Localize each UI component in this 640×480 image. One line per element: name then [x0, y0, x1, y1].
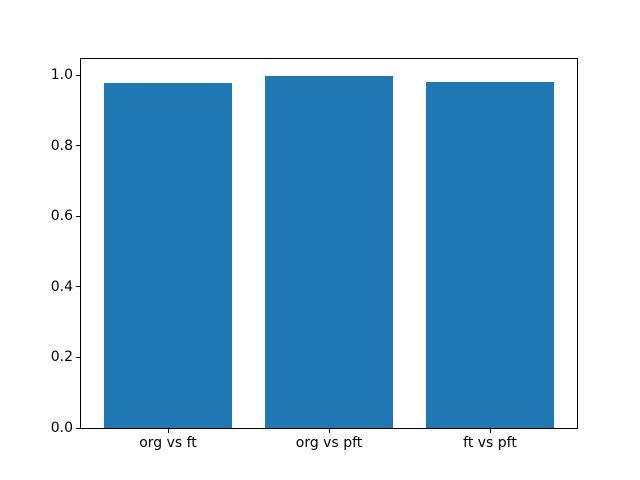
y-tick-label: 0.0 — [50, 420, 73, 436]
x-tick-label: ft vs pft — [463, 435, 517, 451]
x-tick-label: org vs ft — [139, 435, 197, 451]
y-tick-label: 0.8 — [50, 137, 73, 154]
plot-area: 0.0 0.2 0.4 0.6 0.8 1.0 org vs ft org vs pft ft … — [51, 58, 578, 450]
x-tick-mark — [489, 429, 491, 433]
bar-org-vs-pft — [264, 75, 394, 428]
y-tick-label: 0.6 — [50, 208, 73, 225]
y-tick-mark — [76, 215, 80, 217]
y-tick-mark — [76, 286, 80, 288]
y-tick-mark — [76, 74, 80, 76]
bar-org-vs-ft — [103, 82, 233, 428]
x-tick-label: org vs pft — [295, 435, 363, 451]
x-tick-mark — [328, 429, 330, 433]
x-tick-mark — [167, 429, 169, 433]
y-tick-label: 0.4 — [50, 278, 73, 295]
y-tick-label: 0.2 — [50, 349, 73, 366]
y-tick-mark — [76, 145, 80, 147]
y-tick-mark — [76, 427, 80, 429]
y-tick-label: 1.0 — [50, 67, 73, 84]
y-tick-mark — [76, 356, 80, 358]
bar-ft-vs-pft — [425, 81, 555, 428]
